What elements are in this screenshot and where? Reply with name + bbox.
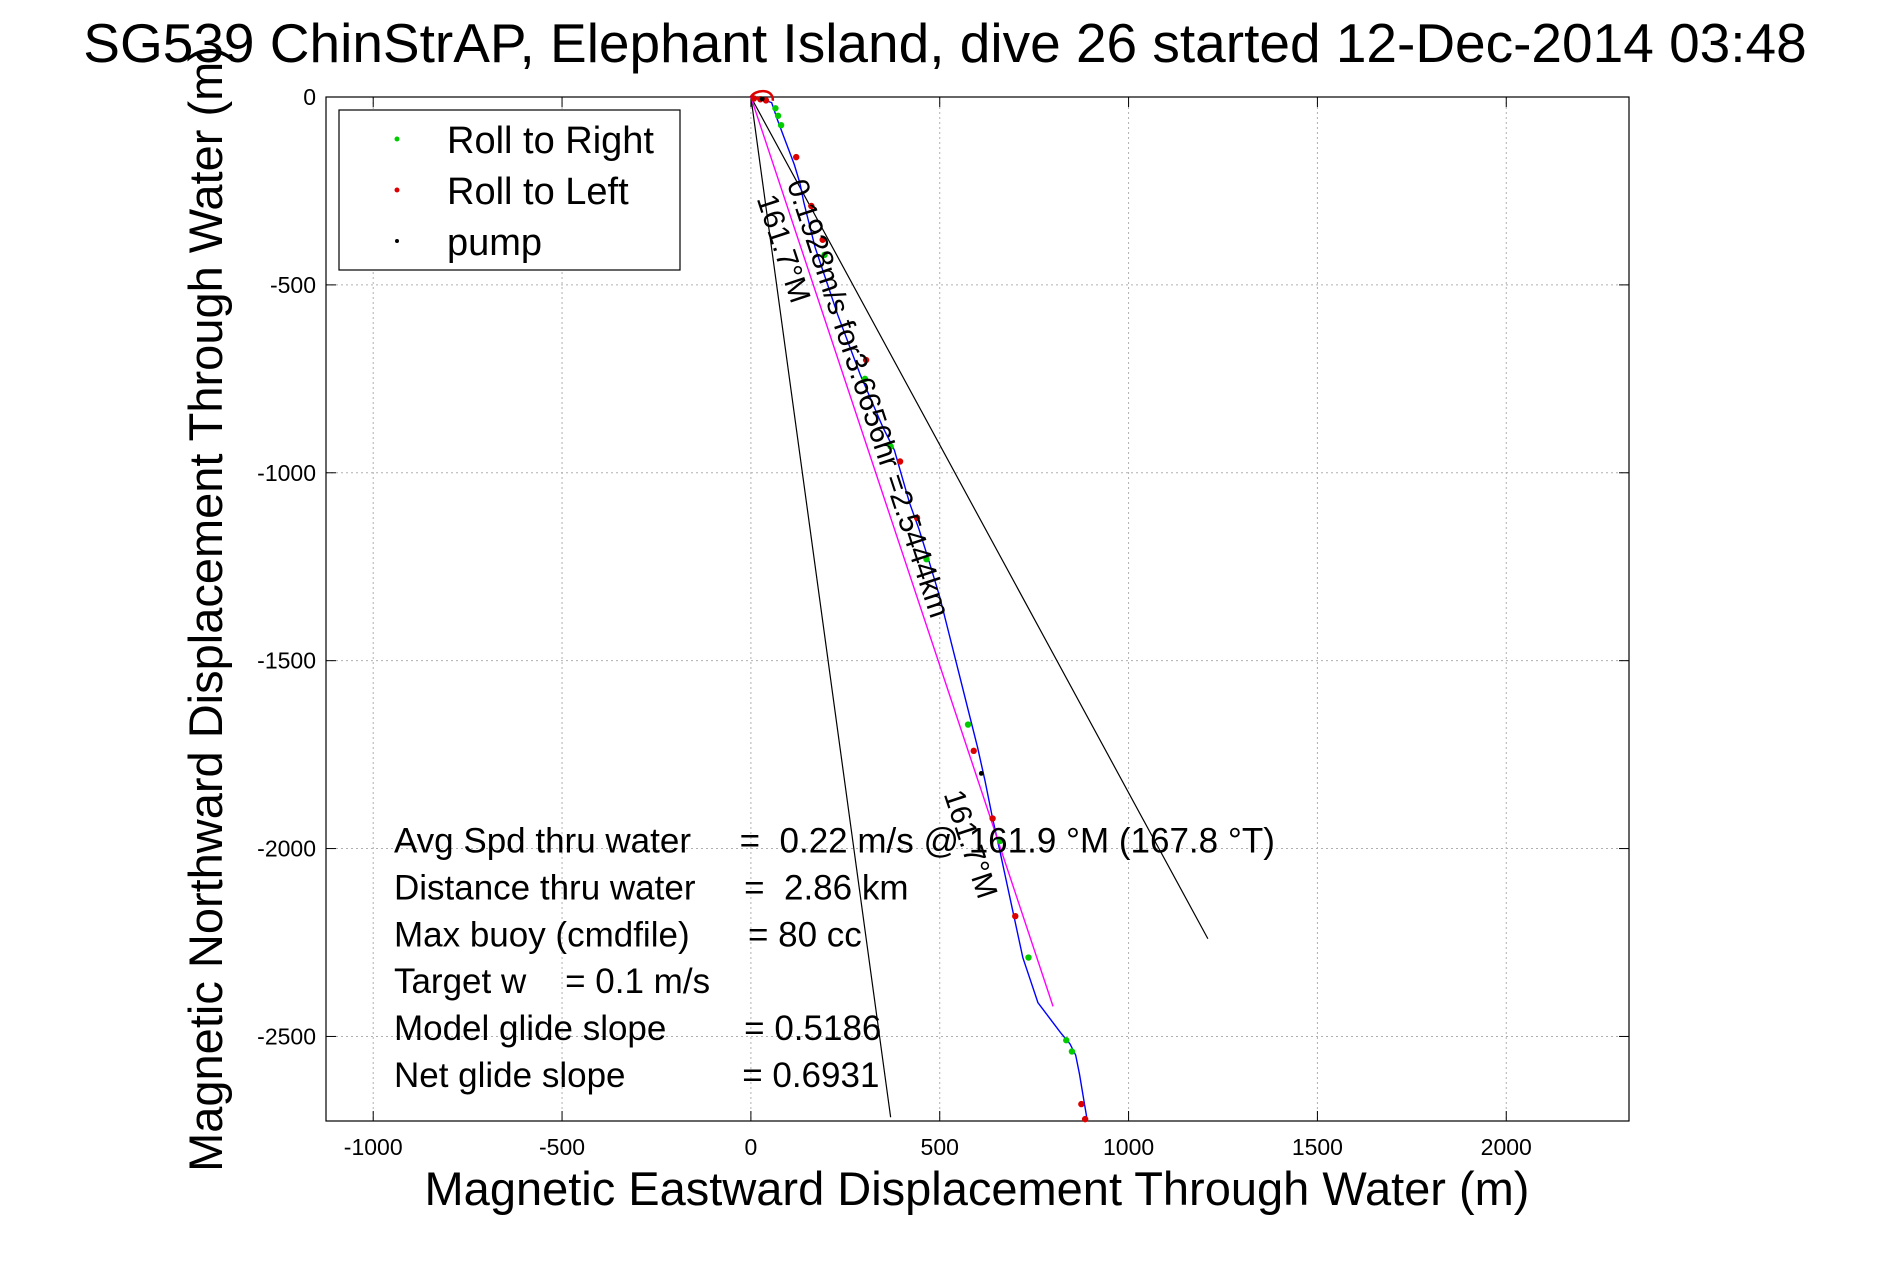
legend-marker-roll-right (394, 136, 400, 142)
y-tick-label: -1500 (257, 648, 316, 674)
legend-marker-roll-left (394, 187, 400, 193)
y-axis-label: Magnetic Northward Displacement Through … (179, 46, 232, 1172)
roll-left-marker (750, 95, 758, 102)
stats-line: Net glide slope = 0.6931 (394, 1056, 879, 1095)
legend-label-roll-left: Roll to Left (447, 171, 629, 213)
plot-frame (325, 96, 1630, 1122)
x-tick-label: 1500 (1292, 1134, 1343, 1160)
roll-left-marker (1081, 1115, 1089, 1123)
roll-right-marker (887, 443, 894, 450)
roll-left-marker (970, 747, 977, 755)
glider-track-line (750, 96, 1088, 1120)
roll-right-marker (996, 837, 1004, 845)
roll-left-marker (862, 356, 870, 364)
legend-label-pump: pump (447, 222, 542, 264)
roll-right-marker (964, 721, 972, 728)
roll-left-marker (793, 153, 800, 161)
x-tick-label: 2000 (1481, 1134, 1532, 1160)
axis-ticks: -1000 -500 0 500 1000 1500 2000 0 -500 -1000 -1500… (257, 84, 1629, 1160)
roll-left-marker (1078, 1100, 1085, 1108)
roll-right-marker (821, 251, 828, 259)
chart-title: SG539 ChinStrAP, Elephant Island, dive 2… (83, 12, 1806, 74)
roll-right-marker (861, 375, 869, 383)
x-tick-label: -500 (539, 1134, 585, 1160)
x-tick-label: 0 (744, 1134, 757, 1160)
roll-left-marker (808, 202, 815, 210)
x-tick-label: -1000 (344, 1134, 403, 1160)
pump-marker (978, 771, 984, 776)
stats-line: Distance thru water = 2.86 km (394, 868, 909, 907)
stats-line: Target w = 0.1 m/s (394, 962, 710, 1001)
pump-marker (759, 96, 765, 102)
stats-line: Avg Spd thru water = 0.22 m/s @ 161.9 °M… (394, 821, 1275, 860)
x-tick-label: 500 (921, 1134, 959, 1160)
annotations: 0.1928m/s for3.6656hr =2.5444km161.7°M16… (394, 175, 1275, 1095)
x-axis-label: Magnetic Eastward Displacement Through W… (425, 1162, 1530, 1215)
legend: Roll to Right Roll to Left pump (338, 109, 681, 271)
roll-right-marker (777, 121, 785, 129)
legend-label-roll-right: Roll to Right (447, 120, 654, 162)
roll-right-marker (774, 112, 782, 119)
y-tick-label: -2500 (257, 1023, 316, 1049)
roll-left-marker (989, 815, 996, 822)
roll-right-marker (923, 556, 930, 563)
y-tick-label: -500 (270, 272, 316, 298)
mean-track-line (750, 96, 1054, 1007)
legend-marker-pump (395, 239, 399, 243)
series-markers (750, 95, 1089, 1123)
y-tick-label: -2000 (257, 836, 316, 862)
y-tick-label: -1000 (257, 460, 316, 486)
surface-loop (749, 89, 775, 101)
roll-left-marker (1012, 913, 1019, 920)
heading-line (750, 96, 1209, 940)
roll-right-marker (1063, 1037, 1070, 1044)
roll-left-marker (819, 236, 826, 243)
stats-line: Max buoy (cmdfile) = 80 cc (394, 915, 862, 954)
y-tick-label: 0 (303, 84, 316, 110)
roll-right-marker (1068, 1048, 1076, 1055)
roll-left-marker (896, 458, 904, 465)
roll-left-marker (913, 514, 921, 522)
heading-line (750, 96, 892, 1118)
series-lines (749, 89, 1209, 1120)
roll-right-marker (1025, 954, 1032, 961)
stats-line: Model glide slope = 0.5186 (394, 1009, 881, 1048)
roll-right-marker (772, 105, 779, 112)
x-tick-label: 1000 (1103, 1134, 1154, 1160)
